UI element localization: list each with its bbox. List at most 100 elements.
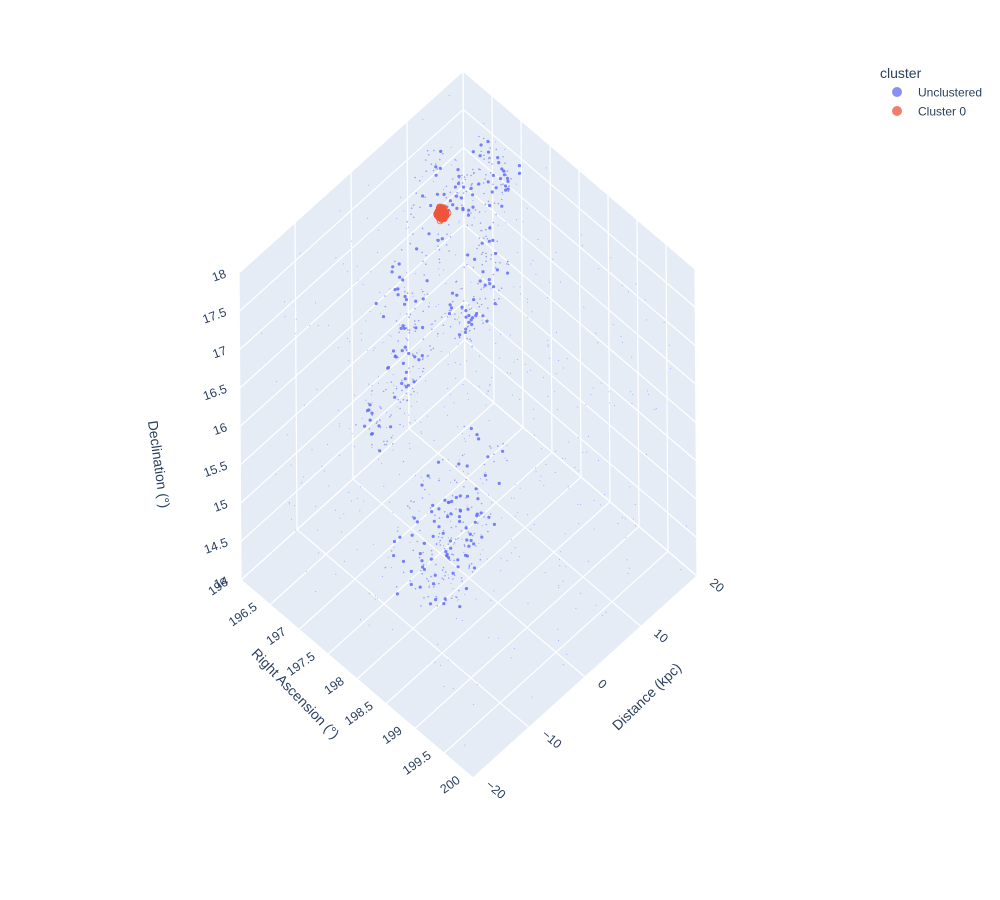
unclustered-point <box>446 316 449 318</box>
unclustered-point <box>585 404 587 406</box>
unclustered-point <box>379 313 381 314</box>
z-axis-ticks: 14 14.5 15 15.5 16 16.5 17 17.5 18 <box>201 267 230 592</box>
unclustered-point <box>387 557 389 558</box>
unclustered-point <box>509 373 511 375</box>
unclustered-point <box>476 302 479 304</box>
unclustered-point <box>466 253 470 257</box>
unclustered-point <box>466 337 469 340</box>
unclustered-point <box>407 329 409 331</box>
unclustered-point <box>493 590 495 592</box>
unclustered-point <box>351 500 353 502</box>
unclustered-point <box>430 510 434 514</box>
unclustered-point <box>456 596 458 599</box>
unclustered-point <box>476 497 480 501</box>
unclustered-point <box>449 191 452 194</box>
unclustered-point <box>439 539 442 542</box>
unclustered-point <box>428 586 430 588</box>
unclustered-point <box>368 383 370 385</box>
grid-line-wall-dec-right <box>463 224 697 423</box>
unclustered-point <box>395 586 398 588</box>
unclustered-point <box>514 515 516 517</box>
unclustered-point <box>460 530 463 532</box>
unclustered-point <box>427 595 430 598</box>
unclustered-point <box>635 283 637 285</box>
unclustered-point <box>338 409 339 411</box>
unclustered-point <box>451 164 453 166</box>
unclustered-point <box>470 307 473 309</box>
unclustered-point <box>463 470 464 472</box>
unclustered-point <box>374 347 376 349</box>
unclustered-point <box>485 235 487 238</box>
unclustered-point <box>514 547 516 549</box>
unclustered-point <box>500 167 504 171</box>
unclustered-point <box>490 288 492 290</box>
unclustered-point <box>457 598 459 600</box>
unclustered-point <box>565 566 567 568</box>
legend-item-unclustered[interactable]: Unclustered <box>892 86 982 100</box>
unclustered-point <box>286 434 288 436</box>
unclustered-point <box>458 323 460 325</box>
unclustered-point <box>481 263 484 266</box>
unclustered-point <box>410 213 412 215</box>
unclustered-point <box>502 183 504 185</box>
legend[interactable]: cluster Unclustered Cluster 0 <box>880 65 982 119</box>
unclustered-point <box>593 528 595 530</box>
x-tick-label: 197 <box>264 624 289 647</box>
unclustered-point <box>466 174 468 176</box>
unclustered-point <box>483 516 485 518</box>
unclustered-point <box>434 572 436 574</box>
unclustered-point <box>369 311 371 313</box>
unclustered-point <box>469 426 473 431</box>
unclustered-point <box>438 261 441 264</box>
unclustered-point <box>309 324 310 326</box>
unclustered-point <box>457 343 459 345</box>
unclustered-point <box>544 572 546 574</box>
unclustered-point <box>423 596 425 599</box>
unclustered-point <box>407 351 411 356</box>
unclustered-point <box>468 399 469 401</box>
unclustered-point <box>473 532 476 535</box>
unclustered-point <box>621 284 623 286</box>
unclustered-point <box>485 252 487 255</box>
unclustered-point <box>472 542 476 546</box>
unclustered-point <box>613 405 615 407</box>
unclustered-point <box>397 398 400 401</box>
unclustered-point <box>526 298 528 300</box>
unclustered-point <box>481 270 485 274</box>
unclustered-point <box>386 366 390 370</box>
unclustered-point <box>456 618 457 619</box>
unclustered-point <box>434 514 436 517</box>
unclustered-point <box>420 354 424 358</box>
unclustered-point <box>425 170 428 172</box>
unclustered-point <box>466 505 468 507</box>
unclustered-point <box>442 529 445 532</box>
unclustered-point <box>363 424 367 428</box>
unclustered-point <box>510 657 512 659</box>
z-tick-label: 16 <box>211 420 229 438</box>
unclustered-point <box>432 169 435 172</box>
unclustered-point <box>474 487 478 491</box>
unclustered-point <box>479 558 482 561</box>
unclustered-point <box>597 342 599 344</box>
unclustered-point <box>473 257 477 261</box>
unclustered-point <box>451 513 454 516</box>
unclustered-point <box>371 390 373 392</box>
legend-item-cluster-0[interactable]: Cluster 0 <box>892 105 966 119</box>
unclustered-point <box>436 604 439 607</box>
unclustered-point <box>453 574 456 576</box>
unclustered-point <box>408 332 411 334</box>
unclustered-point <box>388 334 390 336</box>
unclustered-point <box>458 222 460 224</box>
unclustered-point <box>397 340 400 342</box>
unclustered-point <box>438 582 440 585</box>
unclustered-point <box>468 304 470 306</box>
unclustered-point <box>493 302 497 306</box>
unclustered-point <box>628 291 630 293</box>
unclustered-point <box>404 370 408 374</box>
unclustered-point <box>463 266 466 269</box>
unclustered-point <box>445 312 447 314</box>
unclustered-point <box>484 178 486 180</box>
unclustered-point <box>412 353 414 355</box>
unclustered-point <box>463 330 467 334</box>
